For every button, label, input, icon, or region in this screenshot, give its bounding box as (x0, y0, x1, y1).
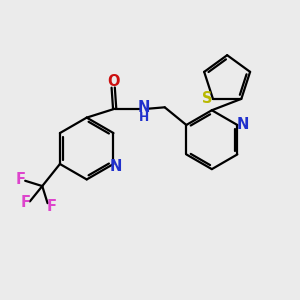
Text: O: O (107, 74, 119, 89)
Text: H: H (138, 110, 148, 124)
Text: F: F (47, 199, 57, 214)
Text: S: S (202, 92, 212, 106)
Text: N: N (236, 117, 249, 132)
Text: F: F (16, 172, 26, 187)
Text: N: N (109, 158, 122, 173)
Text: N: N (137, 100, 150, 116)
Text: F: F (20, 195, 31, 210)
